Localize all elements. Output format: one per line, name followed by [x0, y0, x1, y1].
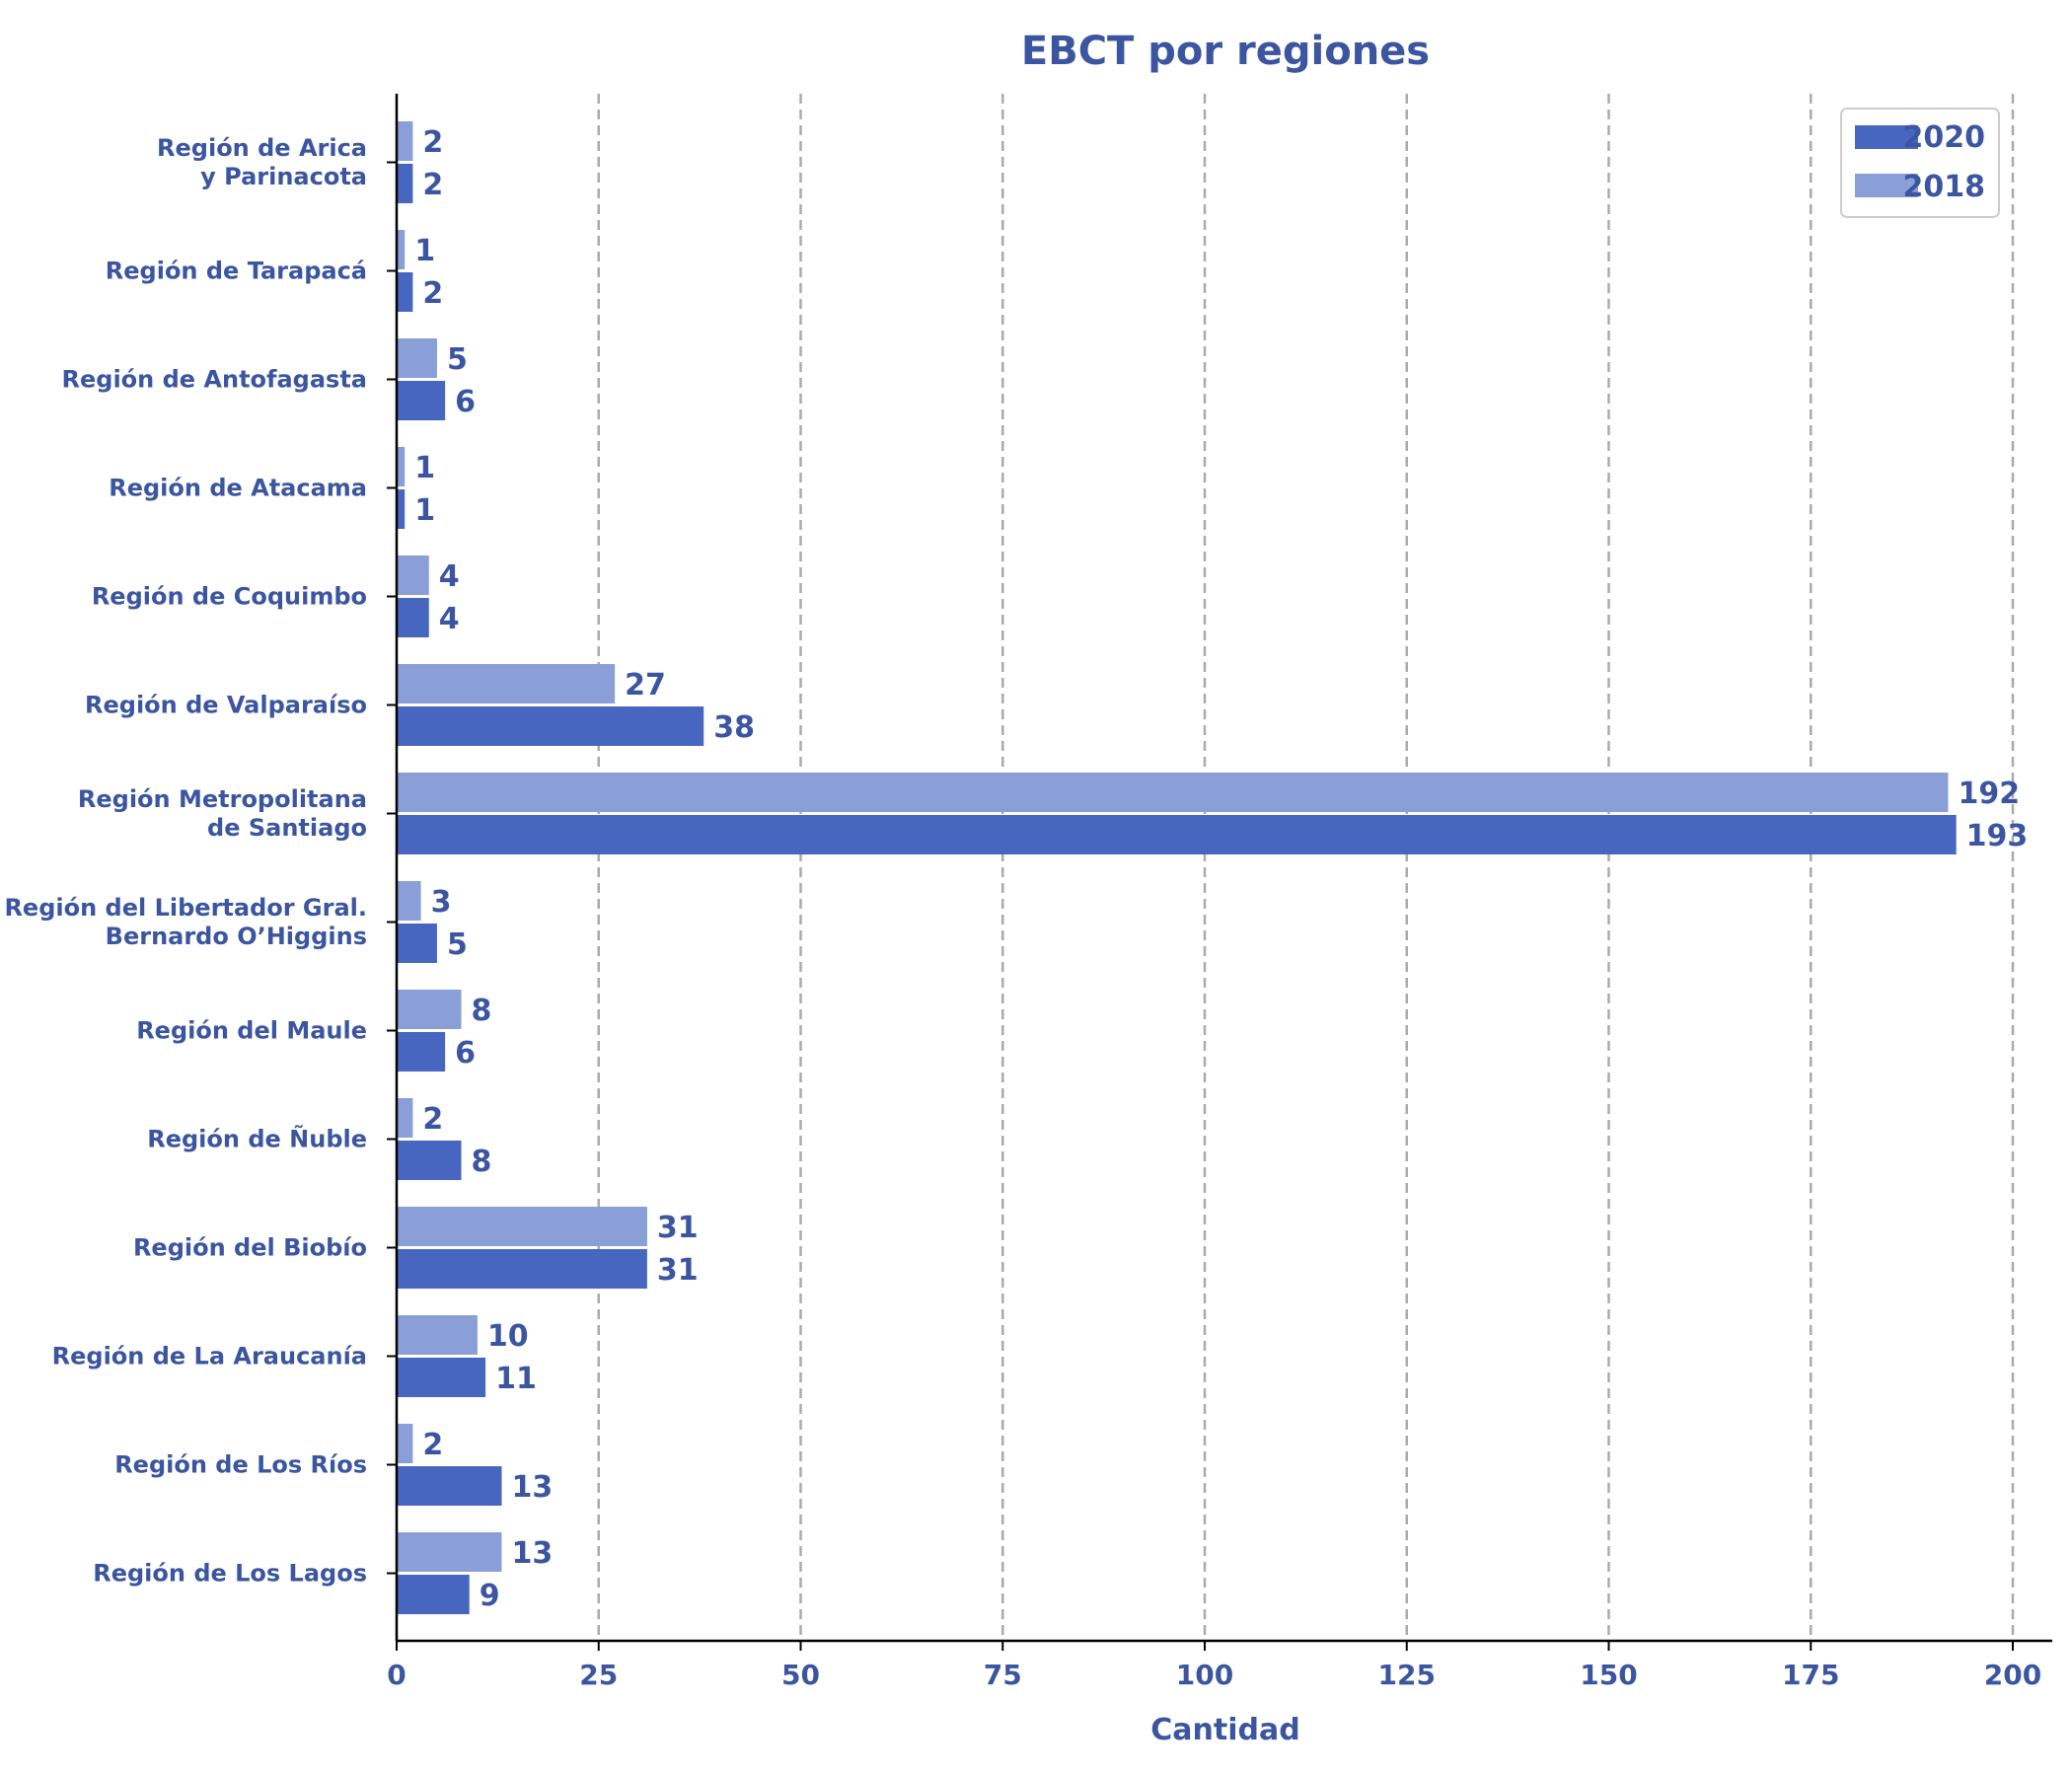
- category-label-0-0: Región de Arica: [157, 134, 367, 162]
- bar-2020-11: [397, 1358, 486, 1397]
- bar-2020-8: [397, 1032, 446, 1072]
- category-label-6-1: de Santiago: [207, 814, 367, 842]
- bar-2018-1: [397, 230, 406, 269]
- axes: [387, 94, 2052, 1651]
- value-label-2018-10: 31: [657, 1211, 699, 1245]
- category-label-2-0: Región de Antofagasta: [62, 366, 368, 394]
- category-label-0-1: y Parinacota: [200, 163, 367, 190]
- value-label-2020-0: 2: [422, 168, 443, 202]
- value-label-2020-9: 8: [472, 1145, 492, 1179]
- value-label-2020-12: 13: [511, 1470, 553, 1505]
- bar-2020-10: [397, 1249, 647, 1289]
- value-label-2018-7: 3: [431, 885, 452, 920]
- value-label-2018-0: 2: [422, 125, 443, 160]
- value-label-2020-1: 2: [422, 276, 443, 311]
- category-label-10-0: Región del Biobío: [133, 1234, 367, 1262]
- bar-2020-4: [397, 598, 429, 637]
- bar-2020-3: [397, 489, 406, 529]
- value-label-2018-5: 27: [625, 668, 666, 703]
- value-label-2020-7: 5: [447, 927, 468, 962]
- bar-2020-0: [397, 164, 413, 203]
- value-label-2020-13: 9: [480, 1579, 500, 1613]
- bar-2018-2: [397, 338, 437, 378]
- category-label-6-0: Región Metropolitana: [78, 785, 367, 813]
- category-label-11-0: Región de La Araucanía: [52, 1343, 367, 1370]
- value-label-2020-10: 31: [657, 1253, 699, 1288]
- category-label-3-0: Región de Atacama: [109, 475, 367, 502]
- value-label-2018-8: 8: [472, 994, 492, 1028]
- x-tick-label-125: 125: [1378, 1659, 1436, 1691]
- value-label-2018-3: 1: [414, 451, 435, 485]
- bar-2020-13: [397, 1575, 470, 1614]
- value-label-2020-4: 4: [439, 602, 460, 636]
- grid-lines: [597, 94, 2015, 1641]
- value-label-2020-11: 11: [495, 1362, 537, 1396]
- bar-2018-11: [397, 1315, 478, 1355]
- value-label-2020-3: 1: [414, 493, 435, 528]
- x-tick-label-100: 100: [1176, 1659, 1233, 1691]
- x-tick-label-50: 50: [781, 1659, 820, 1691]
- bar-2020-7: [397, 924, 437, 963]
- value-label-2018-4: 4: [439, 559, 460, 594]
- bar-2018-12: [397, 1424, 413, 1463]
- bar-2018-13: [397, 1532, 502, 1572]
- legend-swatch-2020: [1855, 125, 1918, 149]
- bar-2018-6: [397, 773, 1949, 812]
- x-tick-labels: 0 25 50 75 100 125 150 175 200: [387, 1659, 2041, 1691]
- value-label-2020-5: 38: [713, 710, 755, 745]
- bar-2020-1: [397, 272, 413, 312]
- category-label-8-0: Región del Maule: [136, 1017, 367, 1045]
- bars: [397, 121, 1957, 1614]
- category-label-7-0: Región del Libertador Gral.: [4, 894, 367, 922]
- bar-2020-2: [397, 381, 446, 420]
- x-tick-label-25: 25: [579, 1659, 618, 1691]
- legend-swatch-2018: [1855, 174, 1918, 197]
- value-label-2020-8: 6: [455, 1036, 476, 1071]
- category-label-7-1: Bernardo O’Higgins: [106, 923, 367, 950]
- value-label-2018-12: 2: [422, 1428, 443, 1462]
- category-label-5-0: Región de Valparaíso: [85, 692, 367, 719]
- value-label-2018-2: 5: [447, 342, 468, 377]
- value-label-2020-6: 193: [1966, 819, 2029, 853]
- value-label-2018-1: 1: [414, 234, 435, 268]
- category-label-12-0: Región de Los Ríos: [114, 1451, 367, 1479]
- bar-2018-7: [397, 881, 421, 921]
- x-axis-title: Cantidad: [1150, 1713, 1299, 1747]
- category-label-4-0: Región de Coquimbo: [92, 583, 367, 611]
- x-tick-label-150: 150: [1580, 1659, 1637, 1691]
- x-tick-label-75: 75: [984, 1659, 1022, 1691]
- bar-2020-9: [397, 1141, 462, 1180]
- bar-2018-9: [397, 1098, 413, 1138]
- value-label-2020-2: 6: [455, 385, 476, 419]
- bar-2020-5: [397, 706, 704, 746]
- value-label-2018-13: 13: [511, 1536, 553, 1571]
- legend-label-2020: 2020: [1903, 120, 1986, 155]
- bar-2018-4: [397, 555, 429, 595]
- value-label-2018-6: 192: [1958, 777, 2020, 811]
- bar-2018-3: [397, 447, 406, 486]
- x-tick-label-175: 175: [1782, 1659, 1839, 1691]
- bar-2018-8: [397, 990, 462, 1029]
- bar-2018-5: [397, 664, 616, 703]
- category-label-1-0: Región de Tarapacá: [106, 258, 367, 285]
- bar-2018-0: [397, 121, 413, 161]
- legend-label-2018: 2018: [1903, 170, 1986, 204]
- x-tick-label-0: 0: [387, 1659, 406, 1691]
- bar-2020-6: [397, 815, 1957, 854]
- bar-2020-12: [397, 1466, 502, 1506]
- value-label-2018-11: 10: [487, 1319, 529, 1354]
- value-label-2018-9: 2: [422, 1102, 443, 1137]
- legend: 2020 2018: [1840, 108, 2000, 218]
- category-label-9-0: Región de Ñuble: [147, 1125, 367, 1153]
- category-label-13-0: Región de Los Lagos: [93, 1560, 367, 1588]
- bar-2018-10: [397, 1207, 647, 1246]
- chart-title: EBCT por regiones: [1021, 29, 1430, 74]
- x-tick-label-200: 200: [1984, 1659, 2041, 1691]
